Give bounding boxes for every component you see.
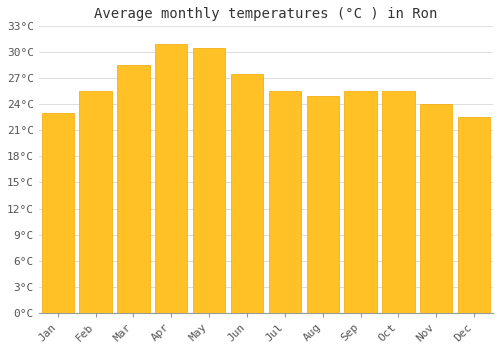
Bar <box>458 117 490 313</box>
Bar <box>269 91 301 313</box>
Title: Average monthly temperatures (°C ) in Ron: Average monthly temperatures (°C ) in Ro… <box>94 7 438 21</box>
Bar <box>382 91 414 313</box>
Bar <box>193 48 225 313</box>
Bar <box>344 91 376 313</box>
Bar <box>80 91 112 313</box>
Bar <box>306 96 339 313</box>
Bar <box>155 44 188 313</box>
Bar <box>118 65 150 313</box>
Bar <box>42 113 74 313</box>
Bar <box>420 104 452 313</box>
Bar <box>231 74 263 313</box>
